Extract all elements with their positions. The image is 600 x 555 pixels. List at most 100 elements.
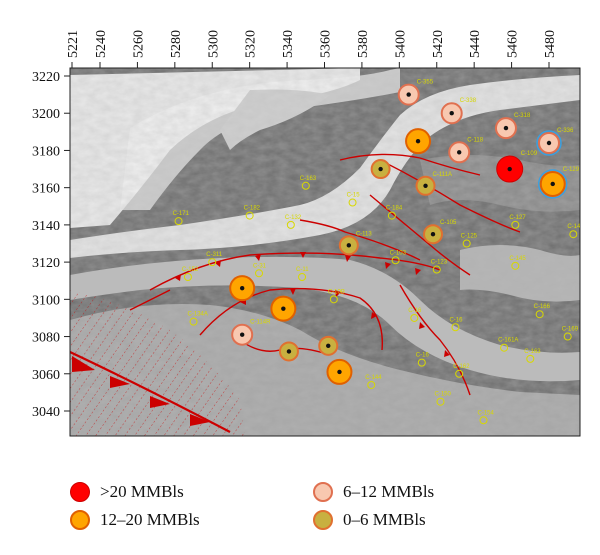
minor-well-marker	[298, 273, 307, 281]
well-center-dot	[449, 111, 454, 116]
minor-well-label: C-163	[524, 349, 541, 355]
minor-well-marker	[329, 295, 338, 304]
x-tick-label: 5440	[468, 30, 483, 58]
well-marker-0-6[interactable]: C-111A	[415, 172, 452, 196]
well-marker-0-6[interactable]	[318, 335, 339, 356]
legend-label: 6–12 MMBls	[343, 482, 435, 501]
minor-well-label: C-162	[453, 364, 470, 370]
minor-well-label: C-123	[431, 260, 448, 266]
well-marker-0-6[interactable]: C-113	[338, 231, 373, 256]
x-tick-label: 5221	[66, 30, 81, 58]
minor-well-label: C-134A	[188, 312, 208, 318]
legend: >20 MMBls 12–20 MMBls 6–12 MMBls 0–6 MMB…	[0, 470, 600, 555]
well-marker-12-20[interactable]	[405, 128, 432, 155]
minor-well-label: C-163	[300, 176, 317, 182]
minor-well-marker	[183, 273, 192, 281]
legend-swatch-12-20-icon	[70, 510, 90, 530]
well-marker-6-12[interactable]: C-355	[397, 80, 434, 106]
well-center-dot	[546, 140, 552, 146]
minor-well-marker	[367, 380, 376, 389]
well-center-dot	[550, 181, 555, 187]
minor-well-label: C-16	[449, 317, 463, 323]
y-tick-label: 3200	[32, 107, 60, 122]
well-label: C-338	[460, 98, 477, 104]
well-center-dot	[326, 343, 331, 349]
minor-well-label: C-127	[509, 215, 526, 221]
well-marker-6-12[interactable]: C-114R	[231, 320, 271, 346]
well-center-dot	[281, 306, 286, 311]
x-tick-label: 5320	[244, 30, 259, 58]
y-tick-label: 3040	[32, 405, 60, 420]
x-tick-label: 5340	[281, 30, 296, 58]
minor-well-marker	[174, 217, 183, 226]
well-center-dot	[503, 125, 509, 131]
x-tick-label: 5240	[94, 30, 109, 58]
minor-well-marker	[417, 358, 426, 367]
minor-well-label: C-152	[182, 267, 199, 273]
legend-swatch-gt20-icon	[70, 482, 90, 502]
minor-well-label: C-145	[509, 256, 526, 262]
minor-well-label: C-161A	[498, 338, 518, 344]
well-marker-gt20[interactable]: C-109	[496, 151, 538, 183]
minor-well-marker	[563, 332, 572, 341]
minor-well-marker	[455, 369, 464, 378]
minor-well-marker	[189, 317, 198, 326]
well-marker-0-6[interactable]	[370, 159, 391, 180]
x-tick-label: 5460	[506, 30, 521, 58]
well-marker-12-20[interactable]	[270, 295, 297, 322]
minor-well-marker	[535, 310, 544, 319]
legend-label: 12–20 MMBls	[100, 510, 200, 529]
well-center-dot	[378, 166, 383, 172]
legend-swatch-6-12-icon	[313, 482, 333, 502]
minor-well-marker	[208, 258, 217, 267]
minor-well-marker	[432, 265, 441, 274]
minor-well-label: C-184	[386, 206, 403, 212]
well-marker-6-12[interactable]: C-318	[494, 113, 531, 140]
reserve-wells: C-355 C-338 C-318 C-336 C-118 C-109 C-129 C-111…	[229, 80, 580, 385]
minor-well-label: C-171	[173, 211, 190, 217]
minor-well-marker	[511, 220, 520, 229]
minor-well-label: C-10B	[328, 289, 345, 295]
minor-well-marker	[569, 230, 578, 239]
x-tick-label: 5400	[393, 30, 408, 58]
well-label: C-111A	[433, 172, 452, 178]
minor-well-marker	[462, 239, 471, 248]
seismic-background	[70, 68, 580, 436]
well-marker-6-12[interactable]: C-336	[536, 128, 574, 156]
minor-well-label: C-31	[253, 263, 267, 269]
well-center-dot	[423, 183, 428, 189]
well-label: C-129	[563, 167, 580, 173]
minor-well-marker	[526, 354, 535, 363]
minor-well-marker	[451, 323, 460, 332]
minor-well-label: C-15	[347, 193, 361, 199]
minor-well-label: C-150	[434, 392, 451, 398]
well-marker-0-6[interactable]	[278, 341, 299, 362]
minor-well-label: C-182	[244, 206, 261, 212]
basal-fault	[70, 351, 231, 433]
x-tick-label: 5380	[356, 30, 371, 58]
x-axis: 5221 5240 5260 5280 5300 5320 5340 5360 5380 5400…	[66, 30, 558, 68]
well-marker-6-12[interactable]: C-338	[440, 98, 477, 125]
well-marker-12-20[interactable]	[326, 358, 353, 385]
y-tick-label: 3120	[32, 256, 60, 271]
well-center-dot	[239, 285, 245, 291]
minor-well-marker	[255, 269, 264, 278]
well-label: C-118	[467, 137, 484, 143]
well-halo	[536, 130, 562, 156]
minor-well-label: C-125	[461, 234, 478, 240]
minor-well-marker	[511, 261, 520, 270]
well-label: C-355	[417, 80, 434, 86]
well-marker-6-12[interactable]: C-118	[448, 137, 484, 164]
y-tick-label: 3220	[32, 70, 60, 85]
well-marker-0-6[interactable]: C-105	[423, 220, 457, 245]
minor-well-marker	[436, 397, 445, 406]
minor-well-label: C-103	[390, 250, 407, 256]
seismic-map: 5221 5240 5260 5280 5300 5320 5340 5360 5380 5400…	[32, 30, 581, 437]
well-marker-12-20[interactable]	[229, 275, 256, 302]
well-center-dot	[406, 92, 411, 97]
legend-item-12-20: 12–20 MMBls	[70, 510, 200, 530]
well-label: C-109	[521, 151, 538, 157]
well-marker-12-20[interactable]: C-129	[537, 167, 580, 199]
minor-well-label: C-16	[408, 308, 422, 314]
x-tick-label: 5360	[319, 30, 334, 58]
